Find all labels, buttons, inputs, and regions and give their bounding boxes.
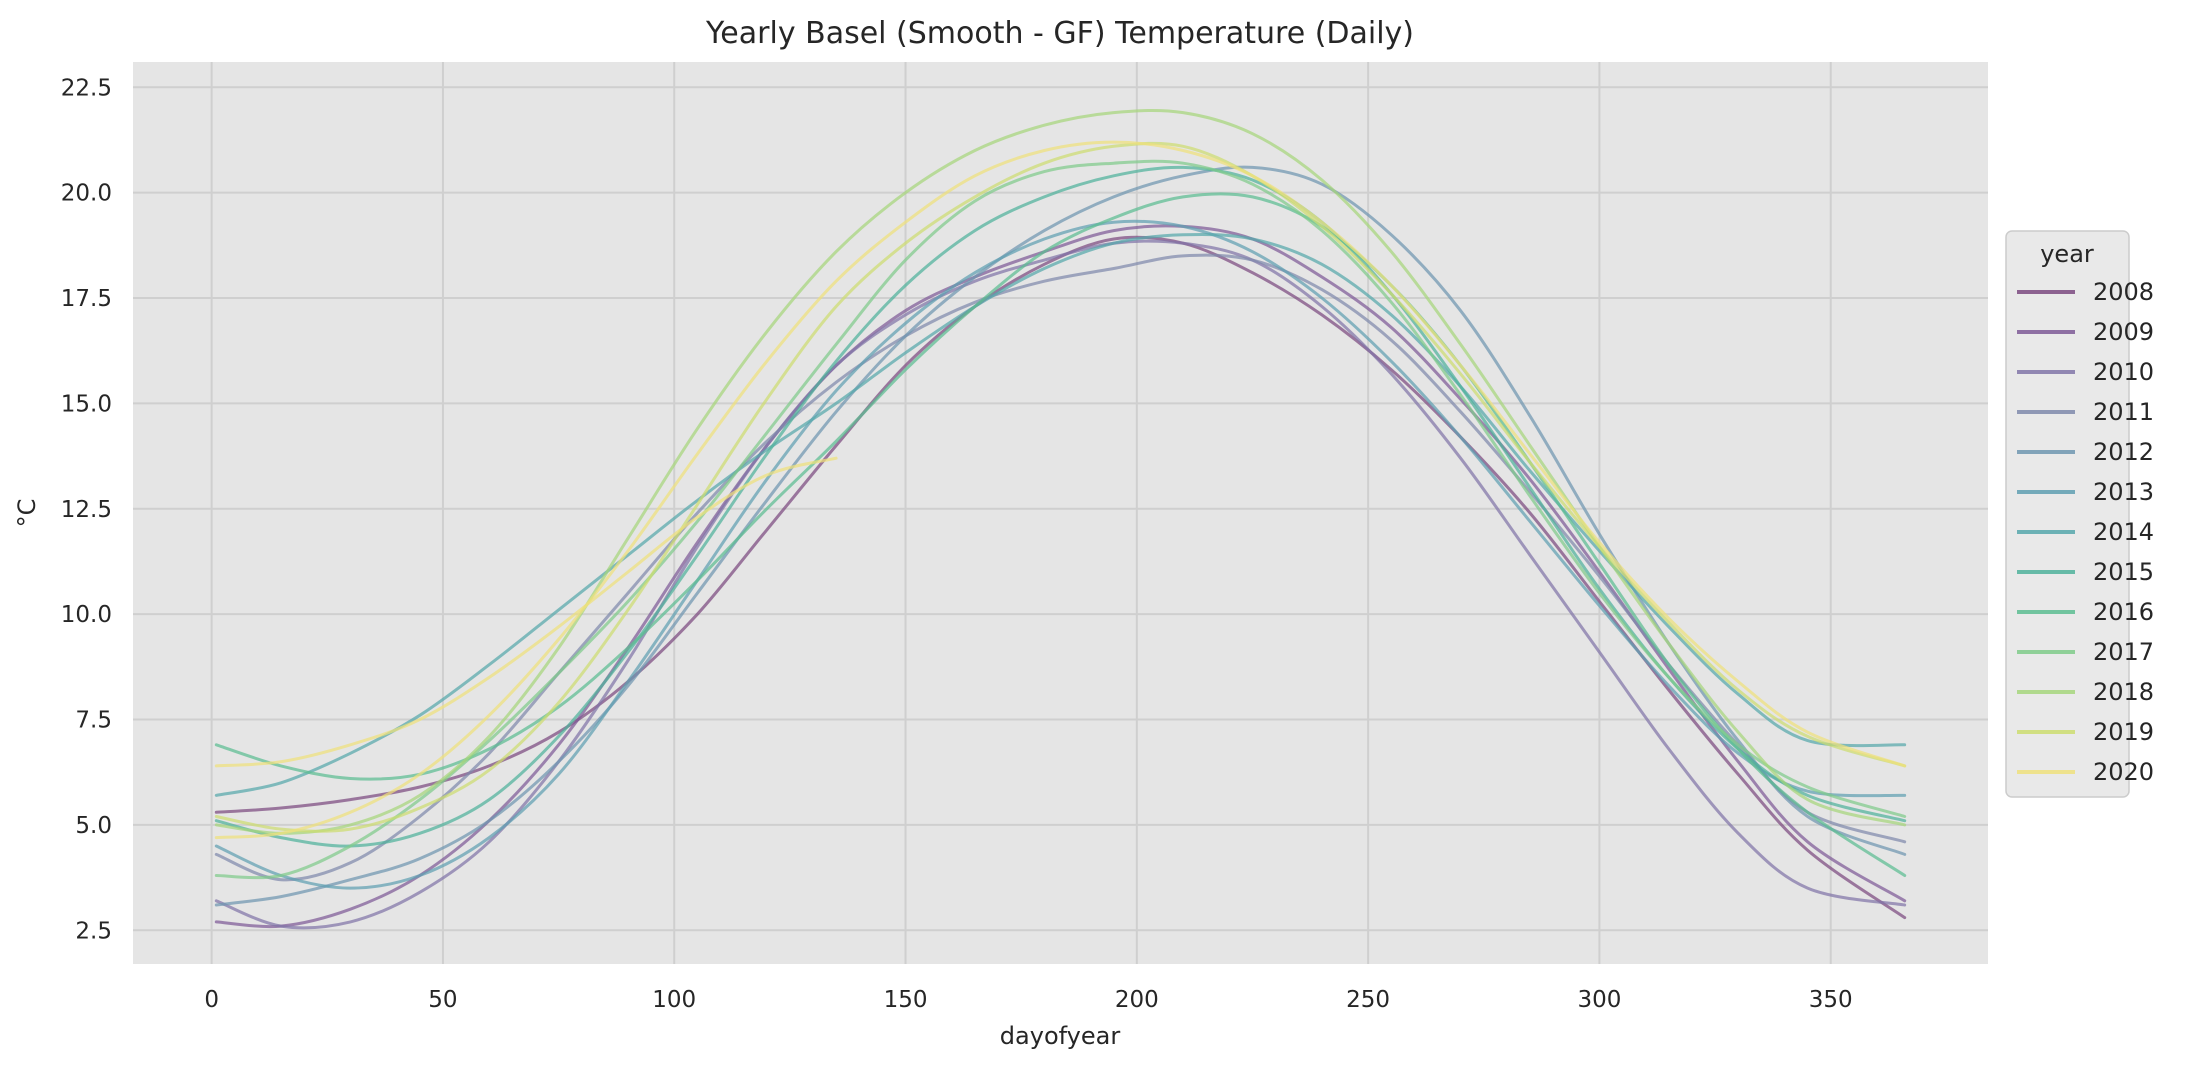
series-line-2020 bbox=[214, 456, 838, 768]
x-tick-label: 200 bbox=[1115, 987, 1159, 1013]
legend-label-2016: 2016 bbox=[2093, 598, 2154, 626]
series-line-2008 bbox=[214, 235, 1907, 920]
legend-label-2020: 2020 bbox=[2093, 758, 2154, 786]
chart-title: Yearly Basel (Smooth - GF) Temperature (… bbox=[705, 16, 1414, 51]
plot-background bbox=[133, 62, 1988, 964]
legend-items: 2008 2009 2010 2011 2012 2013 2014 2015 2016 2017… bbox=[2017, 278, 2154, 786]
y-axis-title: °C bbox=[13, 499, 41, 528]
legend-label-2008: 2008 bbox=[2093, 278, 2154, 306]
x-tick-label: 300 bbox=[1577, 987, 1621, 1013]
legend-box bbox=[2005, 230, 2130, 798]
series-line-2020 bbox=[214, 140, 1907, 840]
legend-label-2013: 2013 bbox=[2093, 478, 2154, 506]
y-tick-label: 15.0 bbox=[61, 391, 112, 417]
legend-title: year bbox=[2040, 240, 2094, 268]
y-tick-label: 22.5 bbox=[61, 75, 112, 101]
legend-label-2014: 2014 bbox=[2093, 518, 2154, 546]
series-line-2017 bbox=[214, 159, 1907, 880]
x-axis-title: dayofyear bbox=[1000, 1022, 1121, 1050]
legend-label-2009: 2009 bbox=[2093, 318, 2154, 346]
y-tick-label: 12.5 bbox=[61, 497, 112, 523]
legend-label-2018: 2018 bbox=[2093, 678, 2154, 706]
legend-label-2015: 2015 bbox=[2093, 558, 2154, 586]
legend-label-2011: 2011 bbox=[2093, 398, 2154, 426]
y-tick-label: 7.5 bbox=[75, 708, 112, 734]
y-tick-label: 20.0 bbox=[61, 181, 112, 207]
legend: year 2008 2009 2010 2011 2012 2013 2014 2015 201… bbox=[2005, 230, 2154, 798]
series-line-2019 bbox=[214, 141, 1907, 833]
legend-label-2019: 2019 bbox=[2093, 718, 2154, 746]
y-axis-ticks: 2.5 5.0 7.5 10.0 12.5 15.0 17.5 20.0 22.5 bbox=[61, 75, 112, 944]
x-tick-label: 100 bbox=[652, 987, 696, 1013]
series-line-2016 bbox=[214, 192, 1907, 877]
y-tick-label: 17.5 bbox=[61, 286, 112, 312]
x-tick-label: 250 bbox=[1346, 987, 1390, 1013]
grid bbox=[133, 62, 1988, 964]
x-tick-label: 150 bbox=[884, 987, 928, 1013]
x-tick-label: 50 bbox=[428, 987, 457, 1013]
legend-label-2012: 2012 bbox=[2093, 438, 2154, 466]
legend-label-2017: 2017 bbox=[2093, 638, 2154, 666]
x-tick-label: 0 bbox=[204, 987, 219, 1013]
y-tick-label: 10.0 bbox=[61, 602, 112, 628]
series-line-2015 bbox=[214, 165, 1907, 848]
series-line-2013 bbox=[214, 219, 1907, 890]
x-axis-ticks: 0 50 100 150 200 250 300 350 bbox=[204, 987, 1852, 1013]
x-tick-label: 350 bbox=[1809, 987, 1853, 1013]
series-lines bbox=[214, 108, 1907, 930]
legend-label-2010: 2010 bbox=[2093, 358, 2154, 386]
y-tick-label: 5.0 bbox=[75, 813, 112, 839]
y-tick-label: 2.5 bbox=[75, 918, 112, 944]
